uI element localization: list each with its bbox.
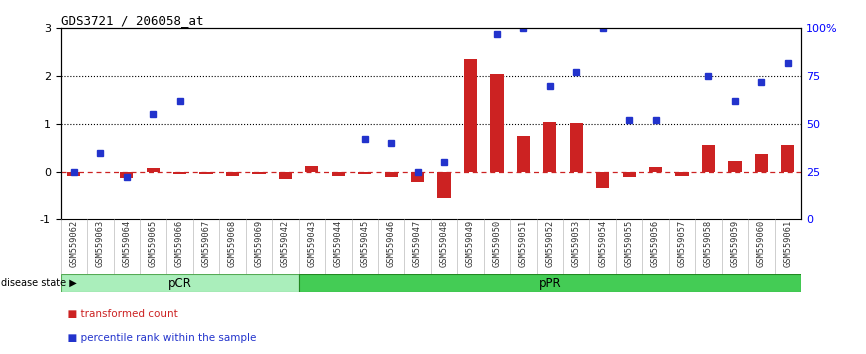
Text: GSM559065: GSM559065 bbox=[149, 219, 158, 267]
Bar bbox=[755, 154, 768, 172]
Text: GSM559042: GSM559042 bbox=[281, 219, 290, 267]
Text: GSM559069: GSM559069 bbox=[255, 219, 263, 267]
Bar bbox=[701, 145, 715, 172]
Bar bbox=[596, 172, 610, 188]
Text: GSM559059: GSM559059 bbox=[730, 219, 740, 267]
Text: GSM559063: GSM559063 bbox=[96, 219, 105, 267]
Bar bbox=[226, 172, 239, 176]
Bar bbox=[252, 172, 266, 174]
Text: GSM559064: GSM559064 bbox=[122, 219, 132, 267]
Text: GSM559060: GSM559060 bbox=[757, 219, 766, 267]
Text: GSM559050: GSM559050 bbox=[493, 219, 501, 267]
Text: GSM559056: GSM559056 bbox=[651, 219, 660, 267]
Bar bbox=[675, 172, 688, 176]
Bar bbox=[332, 172, 345, 176]
Bar bbox=[120, 172, 133, 178]
Bar bbox=[570, 123, 583, 172]
Text: pPR: pPR bbox=[539, 277, 561, 290]
Bar bbox=[649, 167, 662, 172]
Text: ■ transformed count: ■ transformed count bbox=[61, 309, 178, 319]
Bar bbox=[199, 172, 213, 174]
Text: ■ percentile rank within the sample: ■ percentile rank within the sample bbox=[61, 333, 256, 343]
Text: GSM559044: GSM559044 bbox=[333, 219, 343, 267]
Bar bbox=[728, 161, 741, 172]
Bar bbox=[61, 274, 299, 292]
Bar bbox=[173, 172, 186, 174]
Text: GSM559057: GSM559057 bbox=[677, 219, 687, 267]
Bar bbox=[68, 172, 81, 176]
Text: GSM559045: GSM559045 bbox=[360, 219, 369, 267]
Bar bbox=[623, 172, 636, 177]
Text: GDS3721 / 206058_at: GDS3721 / 206058_at bbox=[61, 14, 204, 27]
Bar bbox=[359, 172, 372, 174]
Bar bbox=[517, 136, 530, 172]
Text: GSM559046: GSM559046 bbox=[387, 219, 396, 267]
Text: GSM559043: GSM559043 bbox=[307, 219, 316, 267]
Text: GSM559047: GSM559047 bbox=[413, 219, 422, 267]
Bar bbox=[305, 166, 319, 172]
Text: GSM559067: GSM559067 bbox=[202, 219, 210, 267]
Bar bbox=[299, 274, 801, 292]
Bar bbox=[464, 59, 477, 172]
Text: GSM559066: GSM559066 bbox=[175, 219, 184, 267]
Bar bbox=[411, 172, 424, 182]
Text: GSM559051: GSM559051 bbox=[519, 219, 528, 267]
Text: GSM559068: GSM559068 bbox=[228, 219, 237, 267]
Text: GSM559053: GSM559053 bbox=[572, 219, 581, 267]
Text: GSM559058: GSM559058 bbox=[704, 219, 713, 267]
Bar bbox=[146, 168, 160, 172]
Bar bbox=[437, 172, 450, 198]
Text: pCR: pCR bbox=[168, 277, 191, 290]
Text: GSM559055: GSM559055 bbox=[624, 219, 634, 267]
Bar bbox=[385, 172, 397, 177]
Text: GSM559049: GSM559049 bbox=[466, 219, 475, 267]
Text: GSM559052: GSM559052 bbox=[546, 219, 554, 267]
Bar bbox=[543, 121, 557, 172]
Text: disease state ▶: disease state ▶ bbox=[1, 278, 76, 288]
Text: GSM559054: GSM559054 bbox=[598, 219, 607, 267]
Bar bbox=[279, 172, 292, 179]
Bar bbox=[781, 145, 794, 172]
Text: GSM559061: GSM559061 bbox=[784, 219, 792, 267]
Bar bbox=[490, 74, 503, 172]
Text: GSM559062: GSM559062 bbox=[69, 219, 78, 267]
Text: GSM559048: GSM559048 bbox=[440, 219, 449, 267]
